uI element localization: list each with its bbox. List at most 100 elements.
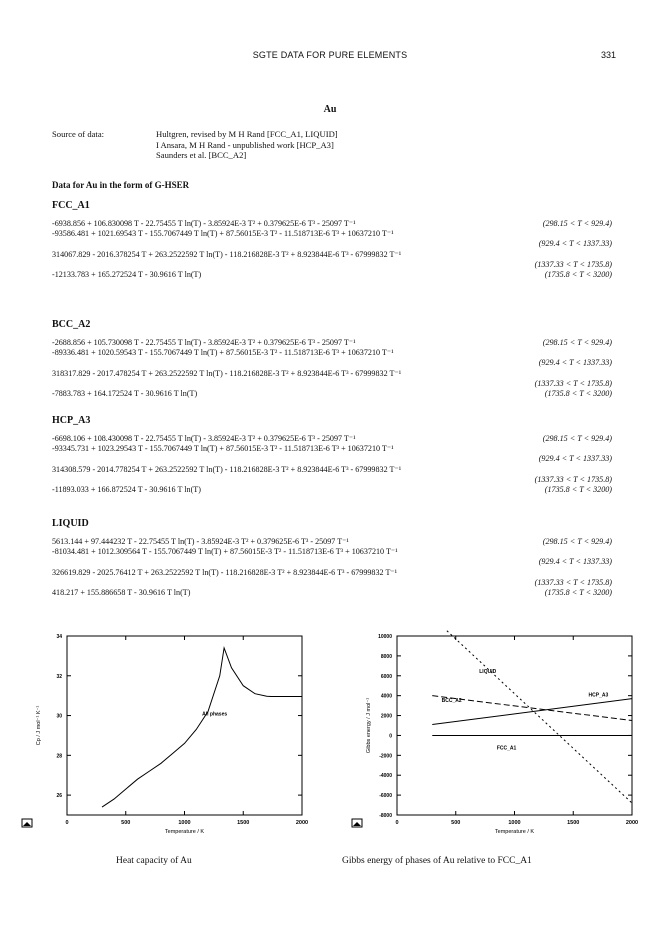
x-tick-label: 0 — [65, 820, 68, 826]
y-tick-label: -2000 — [379, 753, 392, 759]
phase-block: FCC_A1 -6938.856 + 106.830098 T - 22.7545… — [52, 200, 612, 280]
header-title: SGTE DATA FOR PURE ELEMENTS — [252, 50, 408, 60]
equation-expression: 314067.829 - 2016.378254 T + 263.2522592… — [52, 249, 402, 259]
phase-name: FCC_A1 — [52, 200, 90, 211]
equation-row: -89336.481 + 1020.59543 T - 155.7067449 … — [52, 348, 612, 368]
temperature-range: (1735.8 < T < 3200) — [544, 270, 612, 280]
gibbs-energy-chart: 0 500 1000 1500 2000 10000 8000 6000 4000 2000 0 -2… — [351, 630, 638, 835]
temperature-range: (1735.8 < T < 3200) — [544, 389, 612, 399]
equation-expression: -93586.481 + 1021.69543 T - 155.7067449 … — [52, 229, 394, 239]
x-tick-label: 1000 — [508, 820, 520, 826]
temperature-range: (1735.8 < T < 3200) — [544, 485, 612, 495]
phase-block: LIQUID 5613.144 + 97.444232 T - 22.75455 … — [52, 518, 612, 598]
series-label: All phases — [202, 712, 227, 718]
y-tick-label: 0 — [389, 733, 392, 739]
equation-expression: -81034.481 + 1012.309564 T - 155.7067449… — [52, 547, 398, 557]
equation-expression: 418.217 + 155.886658 T - 30.9616 T ln(T) — [52, 588, 191, 598]
equation-row: -11893.033 + 166.872524 T - 30.9616 T ln… — [52, 485, 612, 495]
y-tick-label: 2000 — [381, 714, 392, 720]
temperature-range: (929.4 < T < 1337.33) — [538, 557, 612, 567]
series-line — [432, 695, 633, 722]
equation-row: 314308.579 - 2014.778254 T + 263.2522592… — [52, 465, 612, 485]
temperature-range: (929.4 < T < 1337.33) — [538, 358, 612, 368]
equation-row: -6938.856 + 106.830098 T - 22.75455 T ln… — [52, 219, 612, 229]
temperature-range: (1735.8 < T < 3200) — [544, 588, 612, 598]
y-tick-label: 4000 — [381, 694, 392, 700]
equation-expression: -2688.856 + 105.730098 T - 22.75455 T ln… — [52, 338, 356, 347]
y-tick-label: 10000 — [378, 634, 392, 640]
element-title: Au — [323, 104, 337, 115]
x-tick-label: 2000 — [296, 820, 308, 826]
equation-row: -12133.783 + 165.272524 T - 30.9616 T ln… — [52, 270, 612, 280]
x-tick-label: 1500 — [567, 820, 579, 826]
equation-expression: -11893.033 + 166.872524 T - 30.9616 T ln… — [52, 485, 201, 495]
x-axis-label: Temperature / K — [165, 829, 204, 835]
equation-expression: -12133.783 + 165.272524 T - 30.9616 T ln… — [52, 270, 202, 280]
equation-expression: -6698.106 + 108.430098 T - 22.75455 T ln… — [52, 434, 356, 443]
source-line: Saunders et al. [BCC_A2] — [156, 150, 247, 161]
temperature-range: (1337.33 < T < 1735.8) — [534, 259, 612, 269]
phase-name: BCC_A2 — [52, 319, 91, 330]
x-tick-label: 1000 — [178, 820, 190, 826]
y-axis-label: Gibbs energy / J mol⁻¹ — [366, 698, 372, 753]
source-line: I Ansara, M H Rand - unpublished work [H… — [156, 139, 334, 150]
equation-expression: 314308.579 - 2014.778254 T + 263.2522592… — [52, 464, 402, 474]
x-tick-label: 1500 — [237, 820, 249, 826]
x-tick-label: 500 — [121, 820, 130, 826]
temperature-range: (1337.33 < T < 1735.8) — [534, 474, 612, 484]
equation-expression: -93345.731 + 1023.29543 T - 155.7067449 … — [52, 444, 394, 454]
plot-frame — [66, 635, 303, 816]
equation-row: -2688.856 + 105.730098 T - 22.75455 T ln… — [52, 338, 612, 348]
equation-row: -93586.481 + 1021.69543 T - 155.7067449 … — [52, 229, 612, 249]
series-label: FCC_A1 — [497, 745, 517, 751]
temperature-range: (1337.33 < T < 1735.8) — [534, 577, 612, 587]
y-tick-label: 8000 — [381, 654, 392, 660]
phase-block: HCP_A3 -6698.106 + 108.430098 T - 22.7545… — [52, 415, 612, 495]
equation-expression: 326619.829 - 2025.76412 T + 263.2522592 … — [52, 567, 398, 577]
equation-expression: 5613.144 + 97.444232 T - 22.75455 T ln(T… — [52, 537, 349, 546]
y-tick-label: -4000 — [379, 773, 392, 779]
equation-expression: 318317.829 - 2017.478254 T + 263.2522592… — [52, 368, 402, 378]
y-tick-label: 32 — [56, 674, 62, 680]
y-tick-label: -8000 — [379, 813, 392, 819]
series-line — [445, 630, 633, 804]
y-axis-label: Cp / J mol⁻¹ K⁻¹ — [36, 706, 42, 746]
temperature-range: (929.4 < T < 1337.33) — [538, 454, 612, 464]
equation-row: 418.217 + 155.886658 T - 30.9616 T ln(T)… — [52, 588, 612, 598]
y-tick-label: 34 — [56, 634, 62, 640]
running-header: SGTE DATA FOR PURE ELEMENTS 331 — [0, 50, 660, 64]
plot-frame — [396, 635, 633, 816]
equation-expression: -6938.856 + 106.830098 T - 22.75455 T ln… — [52, 219, 356, 228]
equation-row: -7883.783 + 164.172524 T - 30.9616 T ln(… — [52, 389, 612, 399]
x-axis-label: Temperature / K — [495, 829, 534, 835]
data-section-title: Data for Au in the form of G-HSER — [52, 180, 190, 190]
x-tick-label: 500 — [451, 820, 460, 826]
y-tick-label: 28 — [56, 753, 62, 759]
y-tick-label: 26 — [56, 793, 62, 799]
heat-capacity-chart: 0 500 1000 1500 2000 26 28 30 32 34 Temperature / … — [21, 634, 308, 835]
temperature-range: (298.15 < T < 929.4) — [542, 537, 612, 546]
series-line — [432, 698, 633, 726]
equation-row: 5613.144 + 97.444232 T - 22.75455 T ln(T… — [52, 537, 612, 547]
equation-row: -6698.106 + 108.430098 T - 22.75455 T ln… — [52, 434, 612, 444]
equation-row: 326619.829 - 2025.76412 T + 263.2522592 … — [52, 568, 612, 588]
equation-expression: -7883.783 + 164.172524 T - 30.9616 T ln(… — [52, 389, 198, 399]
series-label: LIQUID — [479, 669, 496, 675]
phase-block: BCC_A2 -2688.856 + 105.730098 T - 22.7545… — [52, 319, 612, 399]
equation-row: 314067.829 - 2016.378254 T + 263.2522592… — [52, 250, 612, 270]
source-line: Hultgren, revised by M H Rand [FCC_A1, L… — [156, 129, 338, 139]
equation-row: 318317.829 - 2017.478254 T + 263.2522592… — [52, 369, 612, 389]
series-line — [101, 645, 302, 808]
series-label: HCP_A3 — [589, 693, 609, 699]
phase-name: HCP_A3 — [52, 415, 91, 426]
x-tick-label: 0 — [395, 820, 398, 826]
series-label: BCC_A2 — [442, 698, 462, 704]
temperature-range: (298.15 < T < 929.4) — [542, 434, 612, 443]
page-number: 331 — [600, 50, 616, 60]
figure-caption: Gibbs energy of phases of Au relative to… — [342, 856, 532, 866]
temperature-range: (298.15 < T < 929.4) — [542, 338, 612, 347]
temperature-range: (1337.33 < T < 1735.8) — [534, 378, 612, 388]
source-label: Source of data: — [52, 129, 105, 139]
export-icon-glyph — [353, 822, 361, 826]
figure-caption: Heat capacity of Au — [116, 856, 192, 866]
